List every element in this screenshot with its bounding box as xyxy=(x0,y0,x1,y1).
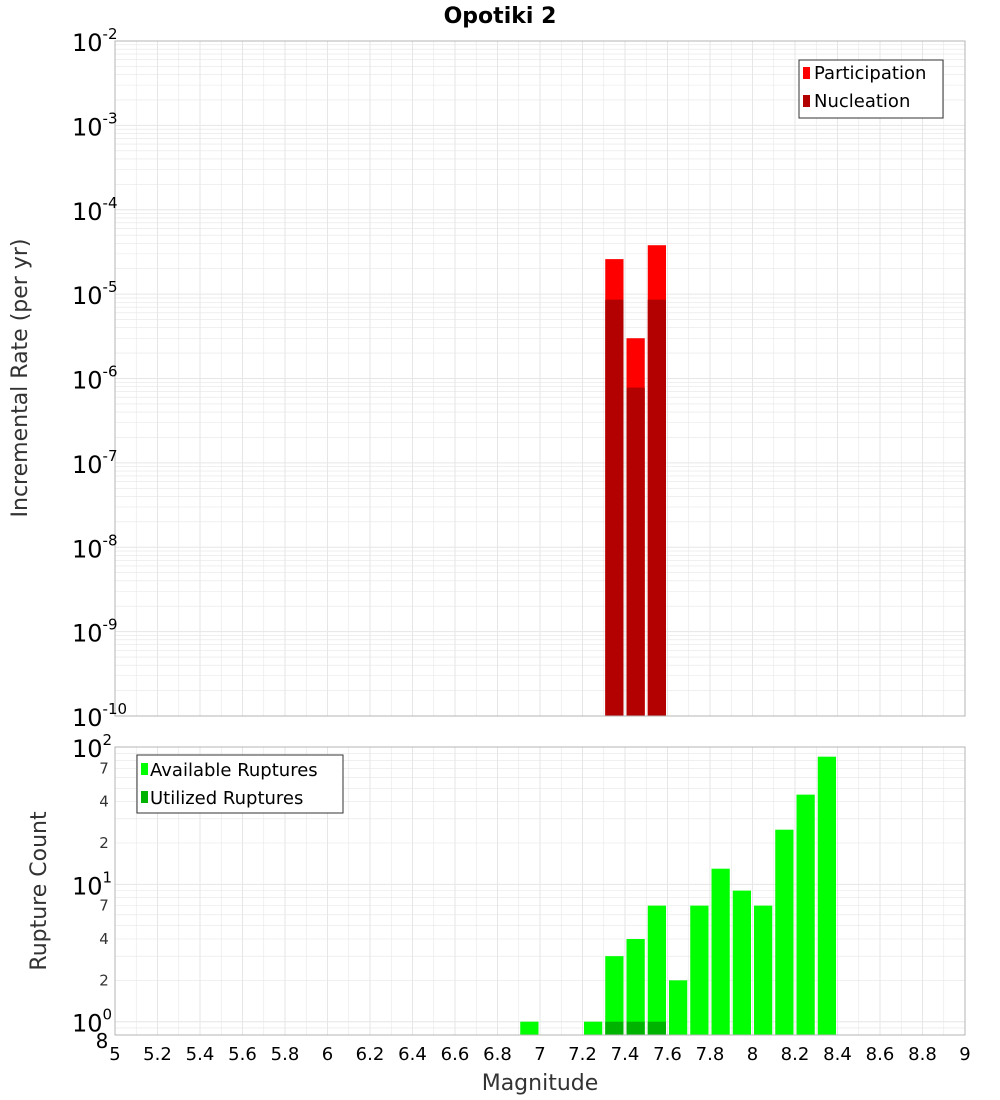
x-tick-label: 8.2 xyxy=(781,1044,810,1065)
legend-label-participation: Participation xyxy=(814,63,926,84)
x-tick-label: 6.2 xyxy=(356,1044,385,1065)
top-bar-b xyxy=(647,299,666,716)
x-tick-label: 6 xyxy=(322,1044,333,1065)
bottom-bar-a xyxy=(796,794,815,1035)
x-tick-label: 5.6 xyxy=(228,1044,257,1065)
legend-label-available: Available Ruptures xyxy=(150,760,318,781)
bottom-bar-a xyxy=(732,890,751,1035)
bottom-y-tick-label: 102 xyxy=(72,731,112,763)
top-plot-frame xyxy=(114,40,966,717)
bottom-bar-b xyxy=(626,1021,645,1035)
x-tick-label: 6.4 xyxy=(398,1044,427,1065)
bottom-bar-a xyxy=(647,905,666,1035)
x-tick-label: 7.6 xyxy=(653,1044,682,1065)
top-bar-b xyxy=(605,299,624,716)
top-plot-bars xyxy=(605,245,666,717)
x-tick-label: 8.4 xyxy=(823,1044,852,1065)
x-axis-label: Magnitude xyxy=(482,1071,599,1096)
legend-swatch-nucleation xyxy=(803,95,810,107)
x-tick-label: 5.2 xyxy=(143,1044,172,1065)
legend-swatch-participation xyxy=(803,67,810,79)
x-tick-label: 8 xyxy=(747,1044,758,1065)
bottom-bar-a xyxy=(605,956,624,1035)
top-y-tick-label: 10-5 xyxy=(72,278,118,310)
top-y-tick-label: 10-7 xyxy=(72,447,118,479)
legend-swatch-available xyxy=(141,763,148,775)
bottom-bar-a xyxy=(669,980,688,1035)
x-tick-label: 8.6 xyxy=(866,1044,895,1065)
x-tick-label: 7 xyxy=(534,1044,545,1065)
bottom-y-minor-tick-label: 4 xyxy=(99,793,109,811)
bottom-bar-a xyxy=(775,829,794,1035)
top-y-tick-label: 10-2 xyxy=(72,25,118,57)
top-y-tick-label: 10-8 xyxy=(72,531,118,563)
bottom-y-tick-label: 101 xyxy=(72,868,112,900)
bottom-y-axis-label: Rupture Count xyxy=(27,811,52,971)
bottom-bar-a xyxy=(584,1021,603,1035)
top-bar-b xyxy=(626,387,645,716)
bottom-y-minor-tick-label: 8 xyxy=(96,1029,109,1053)
bottom-bar-a xyxy=(754,905,773,1035)
x-tick-label: 9 xyxy=(959,1044,970,1065)
top-legend: Participation Nucleation xyxy=(798,59,944,119)
top-plot-grid xyxy=(114,40,966,717)
legend-swatch-utilized xyxy=(141,791,148,803)
bottom-bar-a xyxy=(520,1021,539,1035)
bottom-plot-bars xyxy=(520,756,836,1035)
x-tick-label: 7.4 xyxy=(611,1044,640,1065)
x-tick-label: 5.8 xyxy=(271,1044,300,1065)
top-y-axis-ticks: 10-10 10-9 10-8 10-7 10-6 10-5 10-4 10-3 10-2 xyxy=(72,25,127,732)
top-y-tick-label: 10-3 xyxy=(72,109,118,141)
bottom-y-minor-tick-label: 7 xyxy=(99,759,109,777)
bottom-bar-a xyxy=(711,868,730,1035)
bottom-y-axis-ticks: 100 101 102 8 2 4 7 2 4 7 xyxy=(72,731,112,1053)
bottom-bar-a xyxy=(817,756,836,1035)
top-y-tick-label: 10-9 xyxy=(72,616,118,648)
bottom-legend: Available Ruptures Utilized Ruptures xyxy=(136,754,344,814)
bottom-bar-b xyxy=(605,1021,624,1035)
x-tick-label: 7.2 xyxy=(568,1044,597,1065)
top-y-tick-label: 10-10 xyxy=(72,700,127,732)
x-tick-label: 5.4 xyxy=(186,1044,215,1065)
top-y-tick-label: 10-4 xyxy=(72,194,118,226)
x-tick-label: 5 xyxy=(109,1044,120,1065)
bottom-bar-b xyxy=(647,1021,666,1035)
legend-label-utilized: Utilized Ruptures xyxy=(150,788,303,809)
bottom-y-minor-tick-label: 2 xyxy=(99,834,109,852)
top-y-axis-label: Incremental Rate (per yr) xyxy=(8,239,33,518)
top-y-tick-label: 10-6 xyxy=(72,363,118,395)
bottom-y-minor-tick-label: 2 xyxy=(99,971,109,989)
bottom-bar-a xyxy=(626,939,645,1035)
x-tick-label: 6.8 xyxy=(483,1044,512,1065)
bottom-y-minor-tick-label: 7 xyxy=(99,897,109,915)
bottom-legend-box xyxy=(136,754,344,814)
chart-title: Opotiki 2 xyxy=(444,4,557,29)
legend-label-nucleation: Nucleation xyxy=(814,91,910,112)
top-legend-box xyxy=(798,59,944,119)
x-tick-label: 7.8 xyxy=(696,1044,725,1065)
x-tick-label: 8.8 xyxy=(908,1044,937,1065)
x-tick-label: 6.6 xyxy=(441,1044,470,1065)
bottom-plot-frame xyxy=(114,746,966,1036)
bottom-y-tick-label: 100 xyxy=(72,1006,112,1038)
bottom-y-minor-tick-label: 4 xyxy=(99,930,109,948)
bottom-bar-a xyxy=(690,905,709,1035)
x-axis-ticks: 5 5.2 5.4 5.6 5.8 6 6.2 6.4 6.6 6.8 7 7.2 7.4 7.6 7.8 8… xyxy=(109,1044,970,1065)
